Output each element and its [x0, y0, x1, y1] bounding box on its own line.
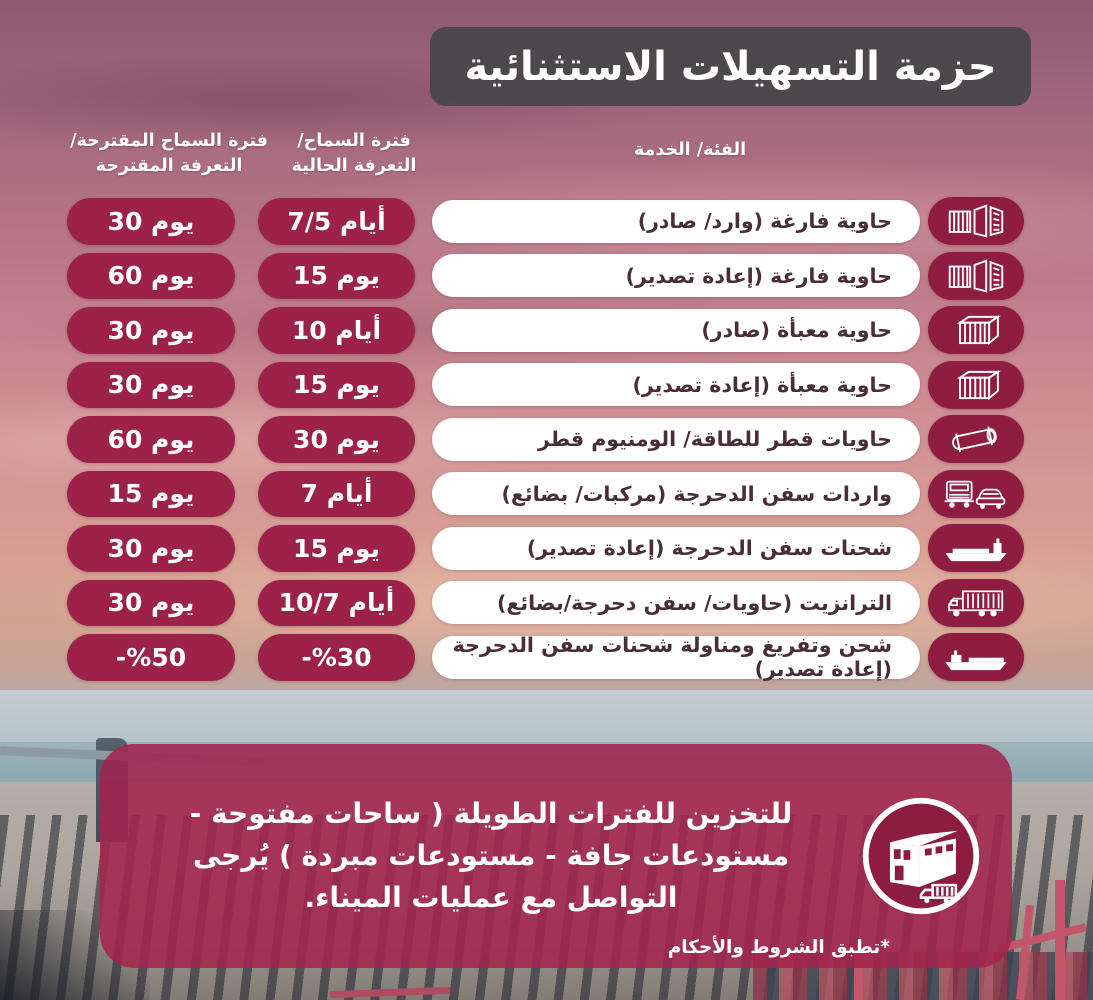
- title-banner: حزمة التسهيلات الاستثنائية: [430, 27, 1031, 106]
- background-crane: [1055, 880, 1065, 1000]
- proposed-period-pill: -%50: [67, 634, 235, 681]
- current-period-pill: -%30: [258, 634, 415, 681]
- table-row: 30 يوم 10 أيام حاوية معبأة (صادر): [67, 306, 1024, 355]
- background-crane: [854, 944, 863, 1000]
- service-label: حاويات قطر للطاقة/ الومنيوم قطر: [432, 417, 920, 461]
- current-period-pill: 15 يوم: [258, 525, 415, 572]
- current-period-pill: 10 أيام: [258, 307, 415, 354]
- loaded-container-icon: [928, 360, 1024, 409]
- table-row: 30 يوم 10/7 أيام الترانزيت (حاويات/ سفن …: [67, 578, 1024, 627]
- service-label: شحنات سفن الدحرجة (إعادة تصدير): [432, 526, 920, 570]
- proposed-period-pill: 60 يوم: [67, 252, 235, 299]
- proposed-period-pill: 30 يوم: [67, 307, 235, 354]
- proposed-period-pill: 15 يوم: [67, 470, 235, 517]
- facilities-table: 30 يوم 7/5 أيام حاوية فارغة (وارد/ صادر)…: [67, 197, 1024, 689]
- column-header-current-period: فترة السماح/ التعرفة الحالية: [291, 131, 417, 177]
- transit-truck-icon: [928, 578, 1024, 627]
- empty-container-icon: [928, 251, 1024, 300]
- storage-notice-panel: للتخزين للفترات الطويلة ( ساحات مفتوحة -…: [100, 744, 1012, 968]
- table-row: 30 يوم 15 يوم حاوية معبأة (إعادة تصدير): [67, 360, 1024, 409]
- roro-vehicles-icon: [928, 469, 1024, 518]
- empty-container-icon: [928, 197, 1024, 246]
- column-header-proposed-period: فترة السماح المقترحة/ التعرفة المقترحة: [70, 131, 268, 177]
- current-period-pill: 15 يوم: [258, 252, 415, 299]
- current-period-pill: 10/7 أيام: [258, 579, 415, 626]
- tank-container-icon: [928, 415, 1024, 464]
- proposed-period-pill: 30 يوم: [67, 361, 235, 408]
- page-title: حزمة التسهيلات الاستثنائية: [464, 43, 997, 90]
- table-row: 30 يوم 7/5 أيام حاوية فارغة (وارد/ صادر): [67, 197, 1024, 246]
- roro-ship-icon: [928, 524, 1024, 573]
- warehouse-icon: [856, 792, 986, 920]
- service-label: الترانزيت (حاويات/ سفن دحرجة/بضائع): [432, 581, 920, 625]
- background-horizon: [0, 690, 1093, 742]
- table-row: 15 يوم 7 أيام واردات سفن الدحرجة (مركبات…: [67, 469, 1024, 518]
- proposed-period-pill: 30 يوم: [67, 525, 235, 572]
- proposed-period-pill: 60 يوم: [67, 416, 235, 463]
- table-row: 60 يوم 30 يوم حاويات قطر للطاقة/ الومنيو…: [67, 415, 1024, 464]
- terms-footnote: *تطبق الشروط والأحكام: [667, 937, 890, 958]
- current-period-pill: 15 يوم: [258, 361, 415, 408]
- service-label: حاوية معبأة (إعادة تصدير): [432, 363, 920, 407]
- table-row: -%50 -%30 شحن وتفريغ ومناولة شحنات سفن ا…: [67, 633, 1024, 682]
- loaded-container-icon: [928, 306, 1024, 355]
- service-label: شحن وتفريغ ومناولة شحنات سفن الدحرجة (إع…: [432, 633, 920, 681]
- table-row: 60 يوم 15 يوم حاوية فارغة (إعادة تصدير): [67, 251, 1024, 300]
- service-label: واردات سفن الدحرجة (مركبات/ بضائع): [432, 472, 920, 516]
- proposed-period-pill: 30 يوم: [67, 198, 235, 245]
- service-label: حاوية فارغة (إعادة تصدير): [432, 254, 920, 298]
- service-label: حاوية فارغة (وارد/ صادر): [432, 199, 920, 243]
- proposed-period-pill: 30 يوم: [67, 579, 235, 626]
- column-header-service: الفئة/ الخدمة: [633, 140, 747, 160]
- cargo-ship-icon: [928, 633, 1024, 682]
- current-period-pill: 7/5 أيام: [258, 198, 415, 245]
- table-row: 30 يوم 15 يوم شحنات سفن الدحرجة (إعادة ت…: [67, 524, 1024, 573]
- current-period-pill: 7 أيام: [258, 470, 415, 517]
- service-label: حاوية معبأة (صادر): [432, 308, 920, 352]
- current-period-pill: 30 يوم: [258, 416, 415, 463]
- storage-notice-text: للتخزين للفترات الطويلة ( ساحات مفتوحة -…: [189, 797, 793, 914]
